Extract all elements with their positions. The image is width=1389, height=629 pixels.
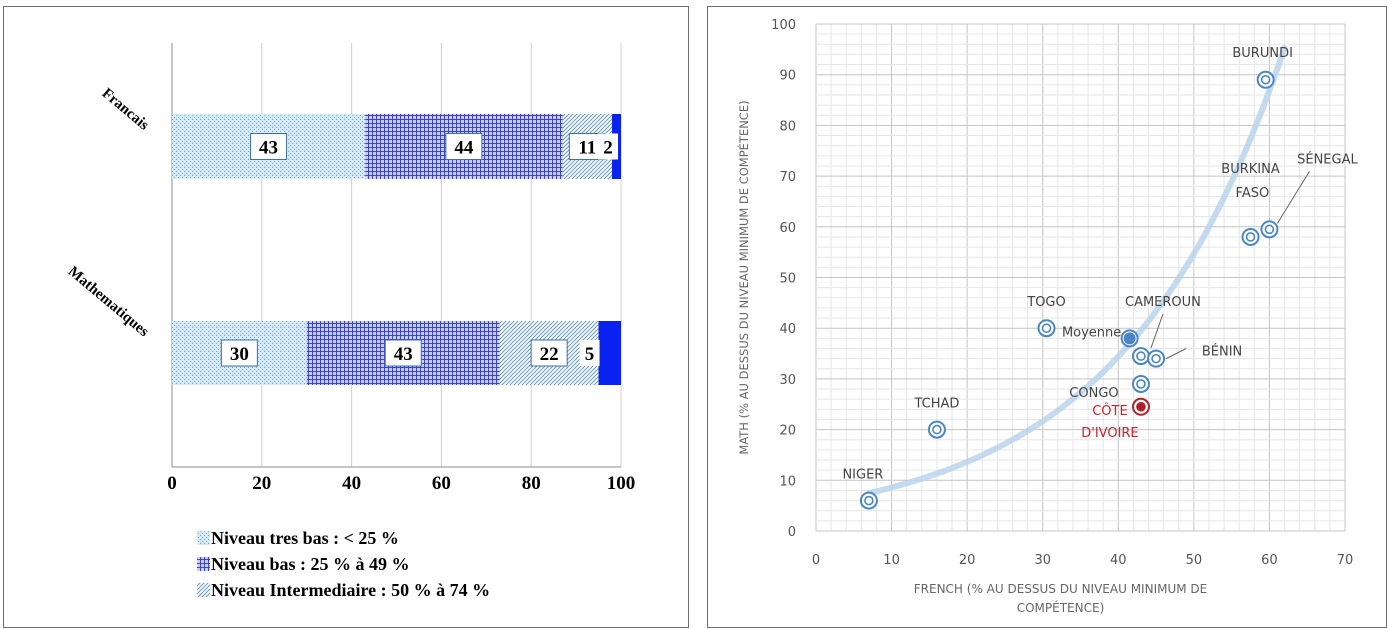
y-tick-label: 20 [779, 424, 796, 439]
x-tick-label: 0 [812, 553, 820, 568]
data-label-box [250, 133, 288, 160]
scatter-chart: 0 10 20 30 40 50 60 70 0 10 20 30 40 50 60 70 80 90 100 FRE… [736, 18, 1358, 615]
y-tick-label: 100 [771, 18, 796, 33]
data-label: 11 [578, 138, 596, 159]
data-point [1147, 349, 1166, 368]
y-tick-label: 50 [779, 272, 796, 287]
data-label: 5 [585, 344, 595, 365]
data-point [927, 420, 946, 439]
y-tick-label: 0 [788, 525, 796, 540]
data-label-box [220, 339, 258, 367]
legend-label: Niveau tres bas : < 25 % [211, 528, 399, 548]
stacked-bar-chart: 0 20 40 60 80 100 43 44 11 2 Francais 30 43 22 5 Mathem… [65, 43, 636, 600]
point-label: D'IVOIRE [1081, 426, 1138, 441]
data-label: 30 [230, 344, 249, 365]
data-label: 2 [603, 138, 613, 159]
point-label: TCHAD [913, 397, 959, 412]
data-label: 43 [394, 344, 413, 365]
data-label: 44 [454, 138, 474, 159]
data-point-core [1123, 332, 1136, 345]
y-tick-label: 80 [779, 119, 796, 134]
y-tick-label: 90 [779, 69, 796, 84]
x-tick-label: 0 [167, 473, 177, 494]
point-label: FASO [1236, 186, 1270, 201]
category-label: Francais [99, 85, 152, 133]
x-tick-label: 30 [1034, 553, 1051, 568]
data-point [1241, 227, 1260, 246]
x-axis-title: FRENCH (% AU DESSUS DU NIVEAU MINIMUM DE [914, 582, 1207, 596]
x-tick-label: 60 [1261, 553, 1278, 568]
x-tick-label: 100 [607, 473, 636, 494]
data-point-core [1136, 351, 1146, 361]
x-tick-label: 20 [959, 553, 976, 568]
scatter-chart-panel: 0 10 20 30 40 50 60 70 0 10 20 30 40 50 60 70 80 90 100 FRE… [707, 6, 1387, 628]
data-point-core [1041, 323, 1052, 334]
category-label: Mathematiques [65, 264, 152, 341]
data-label-box [598, 133, 619, 160]
x-tick-label: 50 [1186, 553, 1203, 568]
data-label-box [530, 339, 568, 367]
data-point [859, 491, 878, 510]
data-label-box [384, 339, 422, 367]
x-tick-label: 80 [522, 473, 541, 494]
leader-line [1277, 171, 1310, 224]
leader-line [1150, 313, 1164, 349]
x-tick-label: 40 [342, 473, 361, 494]
bar-segment [598, 321, 621, 385]
legend-label: Niveau Intermediaire : 50 % à 74 % [211, 580, 490, 600]
point-label: CONGO [1069, 386, 1118, 401]
y-tick-label: 40 [779, 322, 796, 337]
x-tick-label: 40 [1110, 553, 1127, 568]
data-point [1120, 329, 1139, 348]
legend-swatch [197, 583, 210, 597]
data-point-core [1245, 232, 1256, 242]
data-point [1256, 70, 1275, 89]
data-point-core [1151, 353, 1161, 364]
data-point [1131, 397, 1150, 416]
y-tick-label: 60 [779, 221, 796, 236]
data-point-core [1136, 402, 1145, 411]
leader-line [1165, 348, 1187, 360]
y-tick-label: 30 [779, 373, 796, 388]
x-tick-label: 70 [1337, 553, 1354, 568]
legend-label: Niveau bas : 25 % à 49 % [211, 554, 410, 574]
point-label: BURKINA [1221, 162, 1280, 177]
data-point [1260, 220, 1279, 239]
point-label: CAMEROUN [1125, 295, 1201, 310]
data-label-box [579, 340, 600, 366]
data-label-box [445, 133, 483, 160]
legend-swatch [197, 531, 210, 545]
point-label: CÔTE [1092, 403, 1127, 419]
x-axis-title-line2: COMPÉTENCE) [1017, 600, 1105, 615]
data-point-core [864, 495, 874, 506]
y-tick-label: 10 [779, 474, 796, 489]
data-label: 22 [540, 344, 559, 365]
x-tick-label: 60 [432, 473, 451, 494]
point-label: SÉNEGAL [1297, 151, 1358, 167]
point-label: Moyenne [1062, 325, 1121, 340]
x-tick-label: 10 [883, 553, 900, 568]
legend-swatch [197, 557, 210, 571]
stacked-bar-chart-panel: 0 20 40 60 80 100 43 44 11 2 Francais 30 43 22 5 Mathem… [3, 6, 689, 628]
point-label: BURUNDI [1232, 46, 1293, 61]
data-point-core [932, 424, 942, 435]
trend-line [865, 44, 1288, 497]
y-axis-title: MATH (% AU DESSUS DU NIVEAU MINIMUM DE C… [736, 100, 751, 454]
data-point-core [1260, 74, 1271, 85]
y-tick-label: 70 [779, 170, 796, 185]
x-tick-label: 20 [252, 473, 271, 494]
point-label: BÉNIN [1202, 344, 1242, 360]
data-point [1131, 374, 1150, 393]
data-point-core [1264, 224, 1275, 235]
point-label: TOGO [1026, 295, 1065, 310]
data-label: 43 [259, 138, 278, 159]
data-point [1037, 319, 1056, 338]
data-point-core [1136, 379, 1146, 389]
data-point [1131, 347, 1150, 366]
point-label: NIGER [842, 468, 883, 483]
